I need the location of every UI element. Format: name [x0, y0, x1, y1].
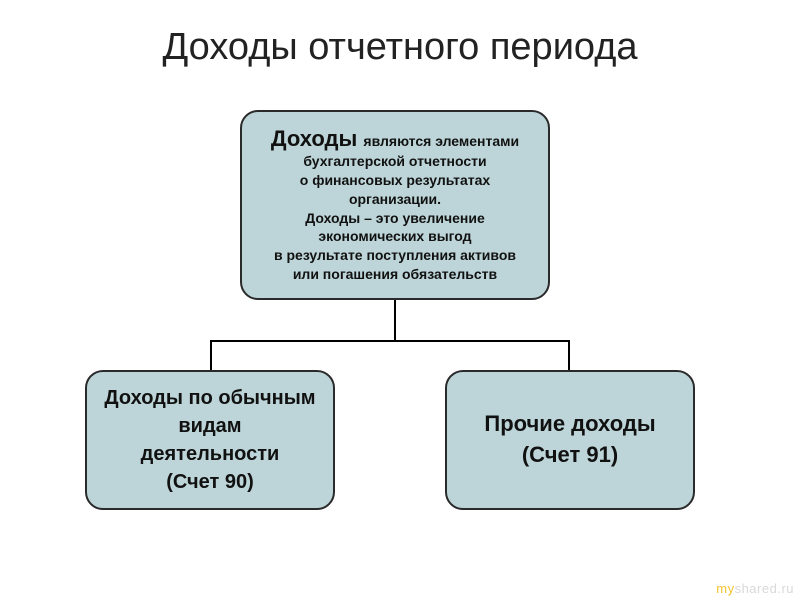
node-left-text: Доходы по обычнымвидамдеятельности(Счет … — [104, 384, 315, 496]
node-left: Доходы по обычнымвидамдеятельности(Счет … — [85, 370, 335, 510]
node-right: Прочие доходы(Счет 91) — [445, 370, 695, 510]
slide-title: Доходы отчетного периода — [0, 26, 800, 69]
connector-hbar — [210, 340, 570, 342]
node-top: Доходы являются элементамибухгалтерской … — [240, 110, 550, 300]
node-top-text: Доходы являются элементамибухгалтерской … — [271, 126, 519, 284]
slide: Доходы отчетного периода Доходы являются… — [0, 0, 800, 600]
connector-left-drop — [210, 340, 212, 370]
connector-right-drop — [568, 340, 570, 370]
connector-stem — [394, 300, 396, 340]
node-right-text: Прочие доходы(Счет 91) — [484, 409, 655, 471]
watermark-suffix: shared.ru — [735, 581, 794, 596]
watermark-prefix: my — [716, 581, 734, 596]
watermark: myshared.ru — [716, 581, 794, 596]
